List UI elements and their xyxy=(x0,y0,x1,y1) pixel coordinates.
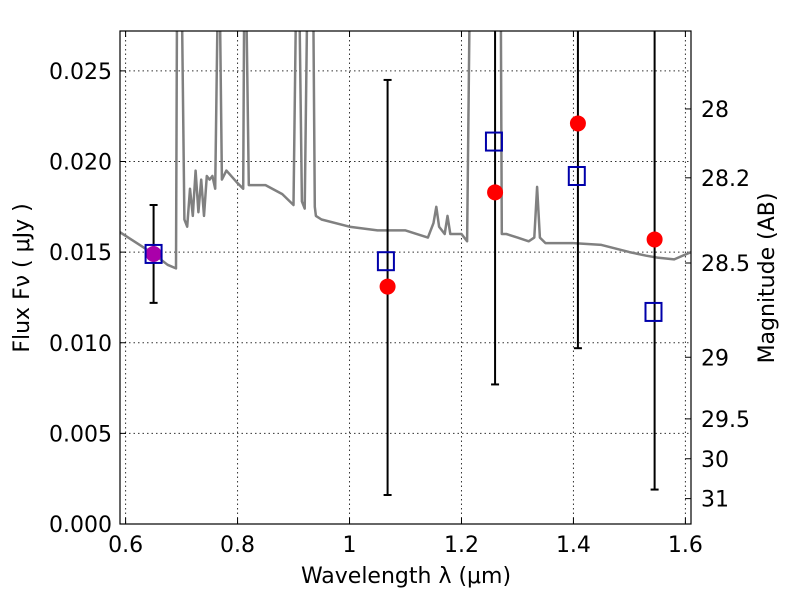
observed-point-4 xyxy=(646,231,663,248)
model-spectrum-layer xyxy=(120,31,691,270)
observed-point-2 xyxy=(487,184,504,201)
synthetic-point-2 xyxy=(484,131,503,152)
y-tick-label-2: 0.010 xyxy=(49,332,112,357)
mag-tick-label-4: 29.5 xyxy=(701,408,750,433)
synthetic-point-3 xyxy=(567,166,586,186)
y-tick-label-4: 0.020 xyxy=(49,151,112,176)
mag-tick-label-3: 29 xyxy=(701,346,729,371)
x-tick-label-2: 1 xyxy=(343,533,357,558)
synthetic-point-0 xyxy=(144,243,163,264)
y-tick-label-5: 0.025 xyxy=(49,60,112,85)
mag-tick-label-2: 28.5 xyxy=(701,252,750,277)
synthetic-points xyxy=(144,131,663,322)
axis-ticks: 0.6 0.8 1 1.2 1.4 1.6 0.000 0.005 0.010 0.015 0.02… xyxy=(49,31,750,558)
observed-point-0 xyxy=(145,245,162,262)
mag-tick-label-1: 28.2 xyxy=(701,167,750,192)
observed-point-1 xyxy=(379,278,396,295)
mag-tick-label-5: 30 xyxy=(701,448,729,473)
plot-frame xyxy=(119,30,692,525)
grid-lines xyxy=(120,31,691,525)
mag-tick-label-6: 31 xyxy=(701,488,729,513)
x-tick-label-3: 1.2 xyxy=(444,533,479,558)
x-tick-label-1: 0.8 xyxy=(220,533,255,558)
observed-point-3 xyxy=(569,115,586,132)
y-tick-label-1: 0.005 xyxy=(49,422,112,447)
x-tick-label-0: 0.6 xyxy=(108,533,143,558)
model-spectrum-line xyxy=(120,31,691,270)
synthetic-point-4 xyxy=(644,301,663,322)
observed-points xyxy=(145,115,663,295)
y-axis-title-left: Flux Fν ( μJy ) xyxy=(10,203,35,352)
x-axis-title: Wavelength λ (μm) xyxy=(301,564,511,589)
y-tick-label-3: 0.015 xyxy=(49,241,112,266)
x-tick-label-4: 1.4 xyxy=(556,533,591,558)
x-tick-label-5: 1.6 xyxy=(668,533,703,558)
mag-tick-label-0: 28 xyxy=(701,98,729,123)
y-axis-title-right: Magnitude (AB) xyxy=(755,193,780,364)
y-tick-label-0: 0.000 xyxy=(49,513,112,538)
error-bars xyxy=(149,31,659,496)
synthetic-point-1 xyxy=(376,251,395,272)
